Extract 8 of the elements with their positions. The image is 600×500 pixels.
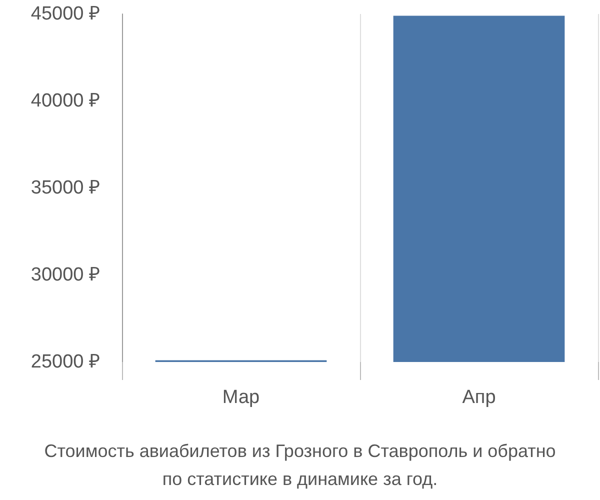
text: Стоимость авиабилетов из Грозного в Ставрополь и обратно по статистике в динамике за год.: [44, 441, 556, 489]
y-tick-label: 30000 ₽: [30, 264, 100, 286]
x-tick-label: Апр: [462, 387, 496, 408]
y-tick-label: 25000 ₽: [30, 352, 100, 372]
x-tick-label: Мар: [222, 387, 260, 408]
y-tick-label: 35000 ₽: [30, 178, 100, 198]
y-tick-label: 40000 ₽: [30, 90, 100, 112]
y-tick-label: 45000 ₽: [30, 4, 100, 24]
